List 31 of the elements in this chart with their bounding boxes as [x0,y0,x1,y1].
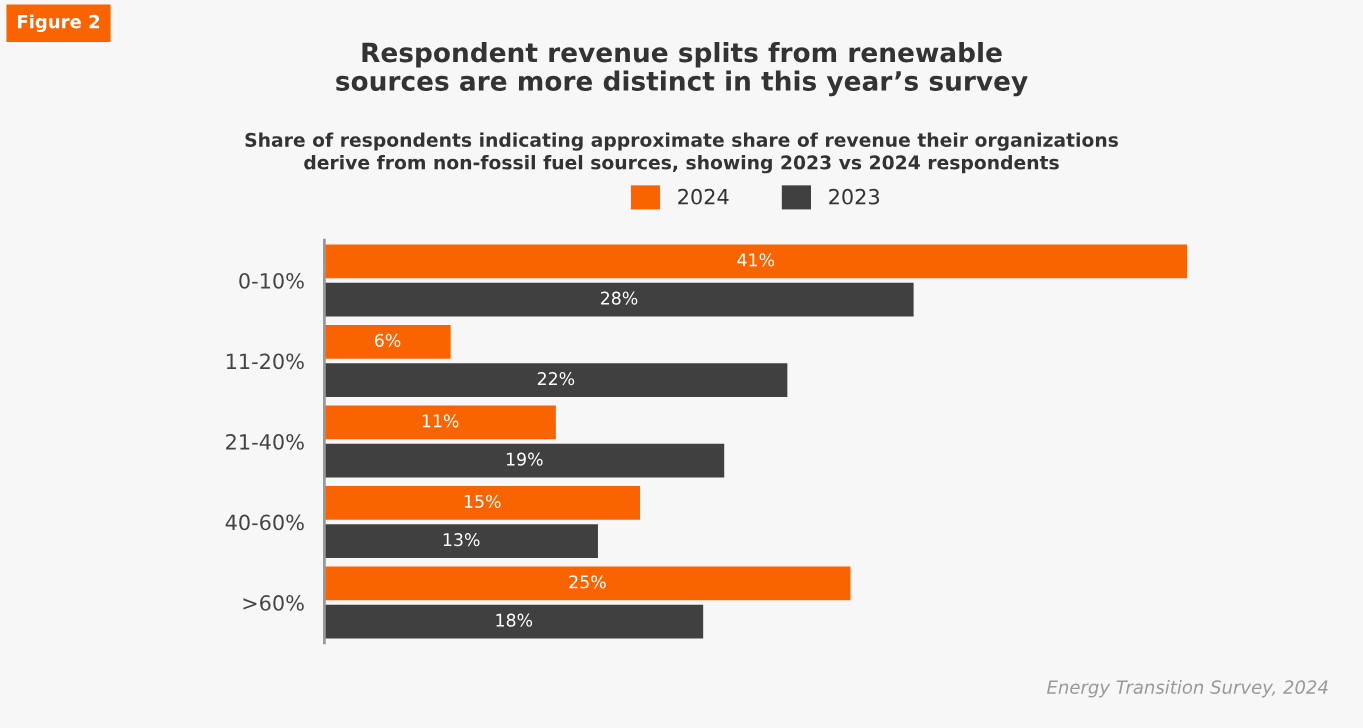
bar [324,324,451,359]
data-label: 6% [374,333,401,347]
caption: Figure 2 [18,14,100,33]
text: Energy Transition Survey, 2024 [1047,679,1328,698]
legend-label: 2023 [829,188,880,205]
bar [324,566,851,601]
bar [324,244,1188,279]
bar [324,443,725,478]
bar [324,405,556,440]
data-label: 28% [600,291,638,305]
chart-title: Respondent revenue splits from renewable sources are more distinct in this year’s survey [336,42,1028,97]
bar [324,363,788,398]
bar [324,486,641,520]
legend-label: 2024 [678,188,729,205]
data-label: 11% [422,414,459,428]
bar [324,604,704,639]
y-tick-label: 0-10% [239,272,304,289]
bar [324,524,598,559]
data-label: 13% [443,533,480,547]
data-label: 18% [496,613,533,627]
y-tick-label: 40-60% [225,514,304,531]
chart-subtitle: Share of respondents indicating approximate share of revenue their organizations derive from non-fossil fuel sources, showing 2023 vs 2024 respondents [245,132,1118,174]
data-label: 22% [537,372,575,386]
y-tick-label: >60% [243,595,304,611]
y-tick-label: 21-40% [226,433,304,450]
bar [324,282,914,317]
data-label: 41% [737,253,775,267]
data-label: 19% [506,452,543,466]
data-label: 15% [464,494,501,508]
y-tick-label: 11-20% [226,353,304,370]
data-label: 25% [569,575,606,589]
